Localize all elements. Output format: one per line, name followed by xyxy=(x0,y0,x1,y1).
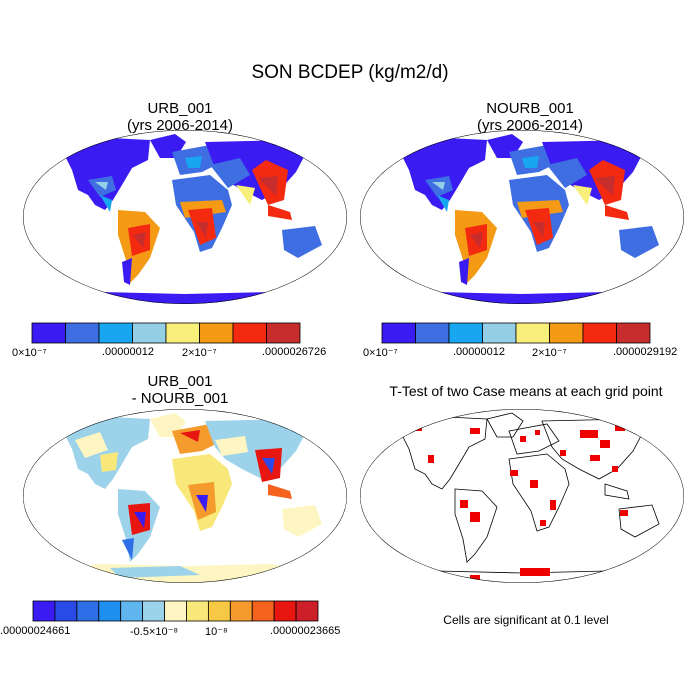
colorbar-box xyxy=(549,322,584,344)
australia-urb xyxy=(282,226,322,258)
panel-title-urb: URB_001 (yrs 2006-2014) xyxy=(60,100,300,134)
colorbar-box xyxy=(54,600,78,622)
north-america-diff xyxy=(62,417,150,489)
colorbar-box xyxy=(207,600,231,622)
cbar-nourb-label-0: 0×10⁻⁷ xyxy=(363,347,398,359)
figure-title: SON BCDEP (kg/m2/d) xyxy=(251,62,449,83)
panel-title-diff-line2: - NOURB_001 xyxy=(131,390,229,407)
map-nourb xyxy=(360,130,684,304)
colorbar-box xyxy=(165,322,200,344)
se-asia-islands-urb xyxy=(268,205,292,220)
cbar-diff-label-0: .00000024661 xyxy=(0,625,71,637)
colorbar-box xyxy=(98,322,133,344)
colorbar-box xyxy=(76,600,100,622)
colorbar-box xyxy=(142,600,165,622)
colorbar-box xyxy=(273,600,297,622)
colorbar-box xyxy=(482,322,517,344)
antarctica-urb xyxy=(60,292,310,304)
colorbar-box xyxy=(186,600,209,622)
panel-title-nourb-line2: (yrs 2006-2014) xyxy=(477,117,583,134)
colorbar-box xyxy=(164,600,187,622)
panel-title-diff-line1: URB_001 xyxy=(147,373,213,390)
cbar-urb-label-2: 2×10⁻⁷ xyxy=(182,347,217,359)
colorbar-box xyxy=(266,322,301,344)
australia-diff xyxy=(282,505,322,537)
cbar-nourb-label-3: .0000029192 xyxy=(613,346,678,358)
colorbar-box xyxy=(65,322,100,344)
cbar-diff-label-3: .00000023665 xyxy=(270,625,341,637)
colorbar-box xyxy=(232,322,267,344)
cbar-urb-label-1: .00000012 xyxy=(102,346,154,358)
map-ttest xyxy=(360,409,684,583)
colorbar-box xyxy=(31,322,66,344)
antarctica-nourb xyxy=(397,292,647,304)
panel-title-urb-line1: URB_001 xyxy=(147,100,213,117)
panel-title-urb-line2: (yrs 2006-2014) xyxy=(127,117,233,134)
australia-nourb xyxy=(619,226,659,258)
cbar-urb-label-3: .0000026726 xyxy=(262,346,327,358)
colorbar-nourb xyxy=(381,322,651,344)
cbar-urb-label-0: 0×10⁻⁷ xyxy=(12,347,47,359)
antarctica-diff xyxy=(60,564,310,583)
cbar-nourb-label-2: 2×10⁻⁷ xyxy=(532,347,567,359)
panel-title-nourb-line1: NOURB_001 xyxy=(486,100,574,117)
colorbar-box xyxy=(120,600,144,622)
panel-title-diff: URB_001 - NOURB_001 xyxy=(60,373,300,407)
cbar-diff-label-2: 10⁻⁸ xyxy=(205,626,228,638)
ocean-ttest xyxy=(360,409,684,583)
colorbar-diff xyxy=(32,600,319,622)
colorbar-box xyxy=(251,600,275,622)
colorbar-box xyxy=(616,322,651,344)
colorbar-box xyxy=(199,322,234,344)
colorbar-box xyxy=(98,600,122,622)
colorbar-box xyxy=(515,322,550,344)
colorbar-box xyxy=(582,322,617,344)
panel-title-ttest: T-Test of two Case means at each grid po… xyxy=(389,383,663,399)
panel-title-nourb: NOURB_001 (yrs 2006-2014) xyxy=(410,100,650,134)
se-asia-islands-diff xyxy=(268,484,292,499)
cbar-nourb-label-1: .00000012 xyxy=(453,346,505,358)
colorbar-box xyxy=(415,322,450,344)
north-america-urb xyxy=(62,138,150,210)
map-diff xyxy=(23,409,347,583)
colorbar-urb xyxy=(31,322,301,344)
colorbar-box xyxy=(448,322,483,344)
colorbar-box xyxy=(381,322,416,344)
north-america-nourb xyxy=(399,138,487,210)
colorbar-box xyxy=(132,322,167,344)
se-asia-islands-nourb xyxy=(605,205,629,220)
colorbar-box xyxy=(295,600,319,622)
colorbar-box xyxy=(229,600,253,622)
cbar-diff-label-1: -0.5×10⁻⁸ xyxy=(130,626,179,638)
colorbar-box xyxy=(32,600,56,622)
map-urb xyxy=(23,130,347,304)
significance-note: Cells are significant at 0.1 level xyxy=(443,613,609,627)
